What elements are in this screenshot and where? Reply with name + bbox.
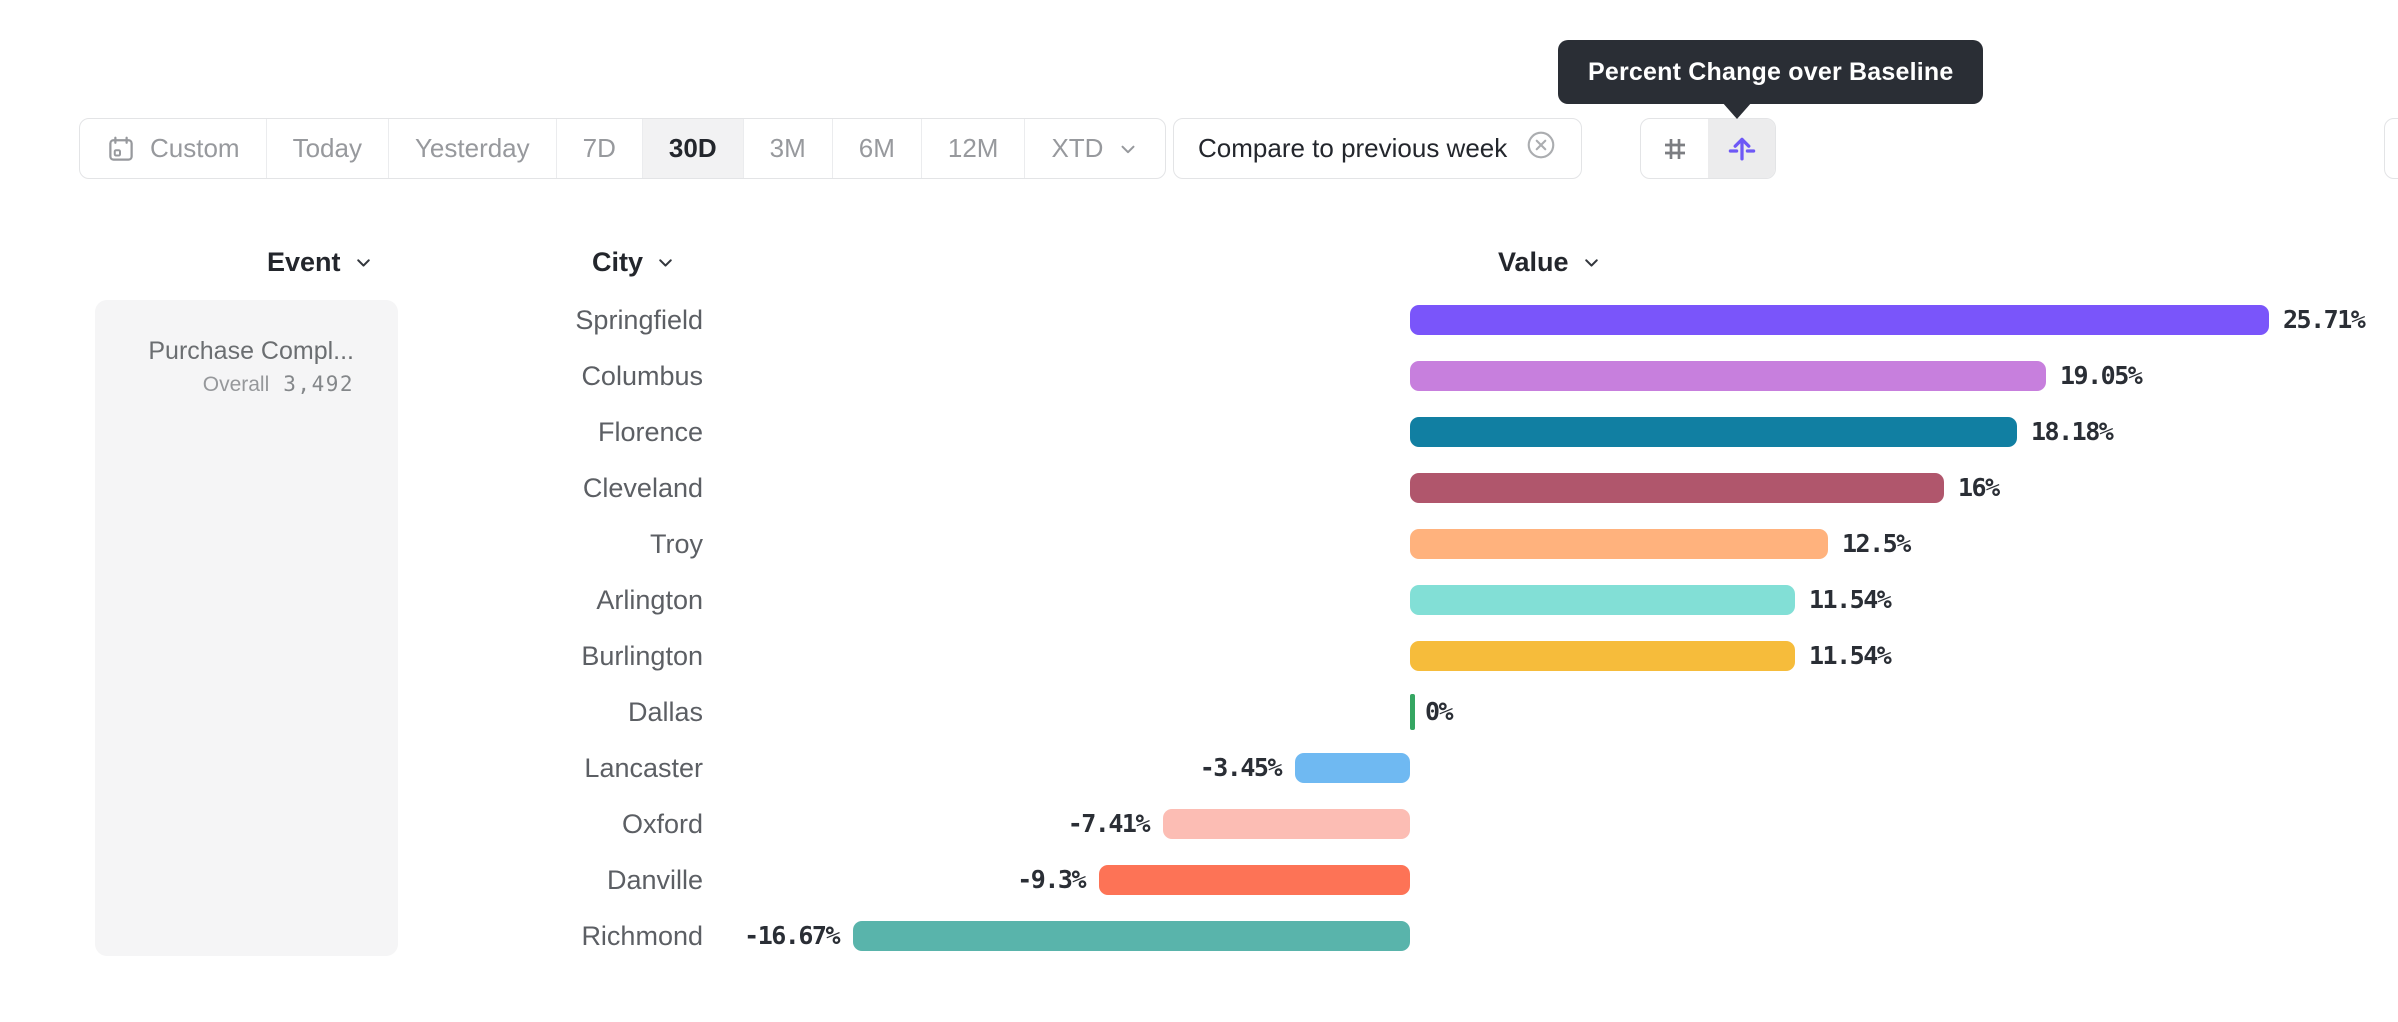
compare-label: Compare to previous week: [1198, 133, 1508, 163]
hash-icon: [1664, 138, 1685, 159]
value-bar[interactable]: [1410, 417, 2017, 447]
city-label: Florence: [597, 417, 703, 447]
value-label: -16.67%: [744, 921, 840, 950]
value-bar[interactable]: [853, 921, 1410, 951]
chevron-down-icon: [356, 258, 370, 267]
value-label: 11.54%: [1809, 641, 1892, 670]
overall-value: 3,492: [283, 372, 354, 396]
bar-chart: Springfield 25.71% Columbus 19.05% Florence 1…: [0, 292, 2398, 964]
city-label: Richmond: [581, 921, 703, 951]
range-button-12m[interactable]: 12M: [922, 119, 1026, 178]
range-button-3m[interactable]: 3M: [744, 119, 833, 178]
chart-row-oxford: Oxford -7.41%: [0, 796, 2398, 852]
column-header-city[interactable]: City: [592, 240, 676, 284]
value-bar[interactable]: [1410, 641, 1795, 671]
value-bar[interactable]: [1410, 694, 1415, 730]
chart-row-burlington: Burlington 11.54%: [0, 628, 2398, 684]
tooltip-caret: [1722, 102, 1752, 119]
range-label: Custom: [150, 133, 240, 163]
city-label: Lancaster: [584, 753, 703, 783]
range-label: 30D: [668, 133, 717, 163]
compare-button[interactable]: Compare to previous week: [1173, 118, 1583, 179]
city-label: Oxford: [621, 809, 703, 839]
city-label: Danville: [606, 865, 703, 895]
chart-row-columbus: Columbus 19.05%: [0, 348, 2398, 404]
value-bar[interactable]: [1410, 361, 2046, 391]
city-label: Springfield: [575, 305, 703, 335]
range-label: XTD: [1051, 133, 1104, 163]
edge-cutoff-button[interactable]: [2384, 118, 2398, 179]
column-label: City: [592, 246, 644, 277]
value-bar[interactable]: [1410, 473, 1944, 503]
event-overall: Overall 3,492: [115, 372, 354, 397]
value-bar[interactable]: [1163, 809, 1410, 839]
calendar-icon: [109, 136, 133, 161]
chevron-down-icon: [1121, 145, 1135, 153]
range-label: 6M: [858, 133, 895, 163]
overall-label: Overall: [202, 373, 270, 396]
tooltip-percent-change: Percent Change over Baseline: [1558, 40, 1984, 104]
range-button-7d[interactable]: 7D: [557, 119, 643, 178]
chart-row-troy: Troy 12.5%: [0, 516, 2398, 572]
value-bar[interactable]: [1099, 865, 1410, 895]
range-label: 12M: [947, 133, 999, 163]
chevron-down-icon: [659, 258, 672, 267]
toggle-percent-change-baseline-button[interactable]: [1708, 119, 1775, 178]
value-label: 11.54%: [1809, 585, 1892, 614]
range-label: 3M: [769, 133, 806, 163]
column-header-event[interactable]: Event: [267, 240, 374, 284]
city-label: Burlington: [581, 641, 703, 671]
chart-row-richmond: Richmond -16.67%: [0, 908, 2398, 964]
value-label: 0%: [1425, 697, 1454, 726]
range-button-today[interactable]: Today: [267, 119, 389, 178]
value-label: -3.45%: [1199, 753, 1283, 782]
chart-row-dallas: Dallas 0%: [0, 684, 2398, 740]
column-header-value[interactable]: Value: [1498, 240, 1602, 284]
city-label: Dallas: [627, 697, 703, 727]
date-range-group: Custom Today Yesterday 7D 30D 3M 6M 12M XTD: [79, 118, 1167, 179]
value-bar[interactable]: [1410, 529, 1828, 559]
column-label: Value: [1498, 246, 1569, 277]
range-button-30d[interactable]: 30D: [642, 119, 744, 178]
value-label: 12.5%: [1842, 529, 1911, 558]
city-label: Cleveland: [582, 473, 703, 503]
value-label: 16%: [1958, 473, 2000, 502]
value-bar[interactable]: [1410, 585, 1795, 615]
toggle-hash-button[interactable]: [1641, 119, 1708, 178]
range-button-6m[interactable]: 6M: [833, 119, 922, 178]
column-label: Event: [267, 246, 341, 277]
chart-row-arlington: Arlington 11.54%: [0, 572, 2398, 628]
range-button-xtd[interactable]: XTD: [1025, 119, 1165, 178]
range-label: 7D: [582, 133, 616, 163]
value-label: 19.05%: [2060, 361, 2143, 390]
event-title: Purchase Compl...: [148, 337, 354, 365]
value-label: -9.3%: [1017, 865, 1086, 894]
value-bar[interactable]: [1410, 305, 2269, 335]
value-label: -7.41%: [1067, 809, 1151, 838]
value-label: 18.18%: [2031, 417, 2114, 446]
chart-row-danville: Danville -9.3%: [0, 852, 2398, 908]
chart-view-toggle-group: [1640, 118, 1776, 179]
chart-row-lancaster: Lancaster -3.45%: [0, 740, 2398, 796]
range-label: Yesterday: [414, 133, 530, 163]
city-label: Arlington: [596, 585, 703, 615]
value-bar[interactable]: [1295, 753, 1410, 783]
value-label: 25.71%: [2283, 305, 2366, 334]
chart-row-cleveland: Cleveland 16%: [0, 460, 2398, 516]
chart-row-springfield: Springfield 25.71%: [0, 292, 2398, 348]
range-button-custom[interactable]: Custom: [80, 119, 267, 178]
city-label: Troy: [650, 529, 703, 559]
range-label: Today: [292, 133, 362, 163]
percent-change-baseline-icon: [1728, 137, 1755, 161]
range-button-yesterday[interactable]: Yesterday: [389, 119, 557, 178]
tooltip-text: Percent Change over Baseline: [1588, 57, 1954, 86]
chevron-down-icon: [1584, 258, 1598, 267]
city-label: Columbus: [581, 361, 703, 391]
circle-x-icon[interactable]: [1525, 129, 1557, 168]
event-card[interactable]: Purchase Compl... Overall 3,492: [95, 300, 398, 956]
chart-row-florence: Florence 18.18%: [0, 404, 2398, 460]
